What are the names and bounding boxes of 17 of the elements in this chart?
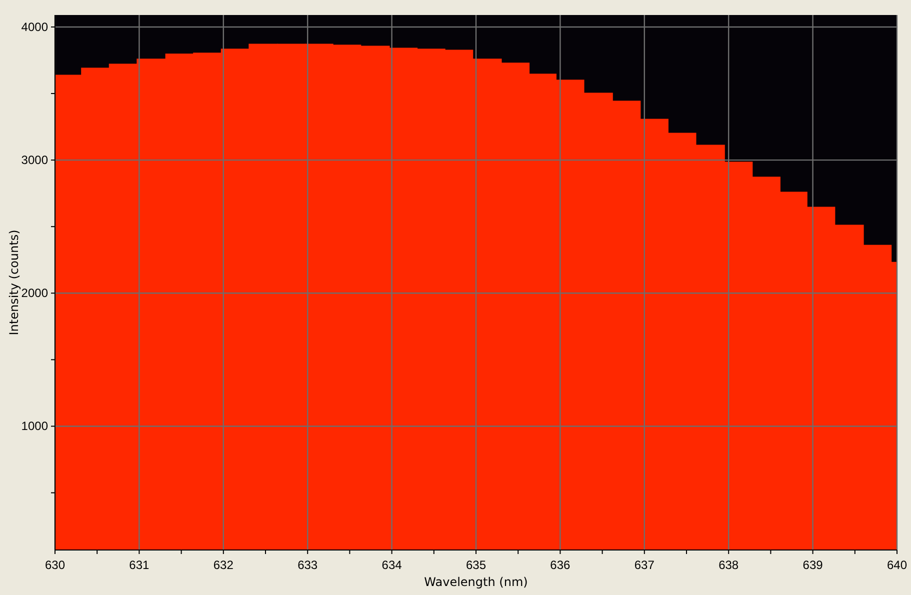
x-axis-title: Wavelength (nm) bbox=[424, 575, 528, 589]
x-tick-label: 640 bbox=[886, 558, 908, 572]
x-tick-label: 634 bbox=[382, 558, 402, 572]
x-tick-label: 630 bbox=[44, 558, 66, 572]
x-tick-label: 633 bbox=[298, 558, 318, 572]
x-tick-label: 636 bbox=[550, 558, 571, 572]
y-tick-label: 3000 bbox=[21, 152, 48, 167]
x-tick-label: 631 bbox=[129, 558, 150, 572]
x-tick-label: 638 bbox=[718, 558, 739, 572]
x-tick-label: 632 bbox=[213, 558, 234, 572]
y-axis-title: Intensity (counts) bbox=[7, 230, 21, 336]
x-tick-label: 637 bbox=[634, 558, 655, 572]
x-tick-label: 635 bbox=[466, 558, 486, 572]
y-tick-label: 1000 bbox=[21, 419, 48, 434]
x-tick-label: 639 bbox=[802, 558, 824, 572]
y-tick-label: 2000 bbox=[21, 286, 48, 300]
y-tick-label: 4000 bbox=[21, 20, 48, 34]
